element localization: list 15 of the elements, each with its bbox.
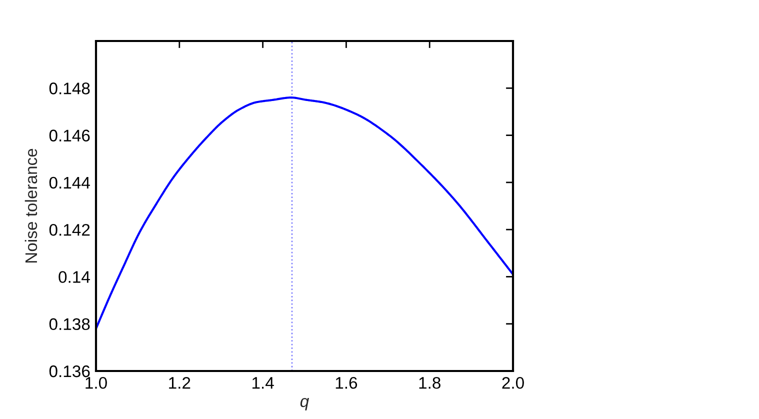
x-tick-label: 1.6 <box>336 376 358 389</box>
x-tick-label: 1.0 <box>86 376 107 389</box>
y-axis-title: Noise tolerance <box>24 148 38 263</box>
y-tick-label: 0.14 <box>58 271 90 283</box>
x-tick-label: 1.4 <box>252 377 274 389</box>
x-axis-title: q <box>300 398 310 410</box>
y-tick-label: 0.136 <box>49 365 90 378</box>
y-tick-label: 0.146 <box>49 130 90 142</box>
y-tick-label: 0.144 <box>49 176 90 189</box>
x-tick-label: 1.8 <box>419 376 440 389</box>
y-tick-label: 0.142 <box>49 224 90 236</box>
x-tick-label: 1.2 <box>169 376 190 389</box>
y-tick-label: 0.148 <box>49 82 90 94</box>
x-tick-label: 2.0 <box>502 376 524 389</box>
y-tick-label: 0.138 <box>49 318 90 330</box>
